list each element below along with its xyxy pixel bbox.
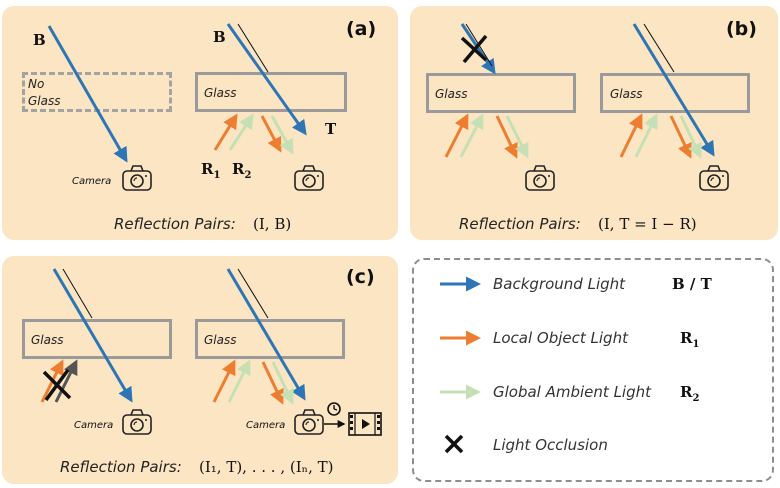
glass-label: Glass: [610, 87, 643, 101]
glass-box: [600, 73, 750, 113]
camera-label: Camera: [72, 176, 112, 187]
formula-b: (I, T = I − R): [598, 215, 697, 233]
glass-box: [426, 73, 576, 113]
camera-label: Camera: [246, 420, 286, 431]
symbol-b: B: [33, 31, 46, 49]
panel-b-label: (b): [726, 18, 757, 40]
panel-a-label: (a): [346, 18, 377, 40]
background-light-arrow: [52, 268, 133, 403]
ambient-light-arrow: [228, 113, 254, 151]
symbol-r2: R2: [232, 160, 252, 181]
glass-label: Glass: [204, 86, 237, 100]
camera-icon: [122, 409, 152, 435]
caption-b: Reflection Pairs:: [459, 215, 581, 233]
legend-box: [412, 258, 774, 482]
glass-label: Glass: [435, 87, 468, 101]
ambient-light-arrow: [270, 115, 294, 155]
timer-icon: [327, 402, 341, 416]
occlusion-cross-icon: [42, 368, 72, 402]
camera-icon: [699, 165, 729, 191]
camera-label: Camera: [74, 420, 114, 431]
ambient-light-arrow: [271, 361, 294, 405]
background-light-arrow: [226, 23, 307, 136]
ambient-light-arrow: [459, 113, 484, 158]
legend-cross-icon: [444, 434, 464, 454]
background-light-arrow: [632, 23, 715, 157]
background-light-arrow: [226, 268, 306, 401]
background-light-arrow: [47, 25, 128, 163]
local-light-arrow: [495, 115, 518, 159]
camera-icon: [294, 165, 324, 191]
local-light-arrow: [212, 359, 236, 403]
video-icon: [348, 412, 382, 436]
local-light-arrow: [261, 361, 284, 405]
legend-label: Global Ambient Light: [493, 383, 651, 401]
no-glass-label: Glass: [28, 94, 61, 108]
caption-c: Reflection Pairs:: [60, 458, 182, 476]
legend-label: Background Light: [493, 275, 626, 293]
panel-a: [2, 6, 398, 240]
no-glass-label: No: [28, 77, 45, 91]
local-light-arrow: [669, 115, 692, 159]
symbol-b: B: [213, 28, 226, 46]
glass-box: [22, 319, 172, 359]
legend-label: Local Object Light: [493, 329, 628, 347]
glass-label: Glass: [31, 333, 64, 347]
panel-c-label: (c): [346, 266, 375, 288]
glass-box: [195, 72, 347, 112]
local-light-arrow: [444, 113, 469, 158]
glass-label: Glass: [204, 333, 237, 347]
ambient-light-arrow: [634, 113, 658, 158]
glass-box: [195, 319, 345, 359]
legend-symbol: R2: [680, 383, 700, 404]
symbol-t: T: [325, 120, 337, 138]
occlusion-cross-icon: [460, 34, 488, 64]
local-light-arrow: [619, 113, 643, 158]
ambient-light-arrow: [505, 115, 529, 159]
occluded-light-arrow: [54, 359, 78, 403]
local-light-arrow: [260, 115, 282, 153]
legend-symbol: B / T: [672, 275, 712, 293]
camera-icon: [294, 409, 324, 435]
ambient-light-arrow: [227, 359, 251, 403]
legend-symbol: R1: [680, 329, 700, 350]
symbol-r1: R1: [201, 160, 221, 181]
formula-a: (I, B): [253, 215, 292, 233]
legend-label: Light Occlusion: [493, 436, 608, 454]
ambient-light-arrow: [679, 115, 702, 159]
formula-c: (I₁, T), . . . , (Iₙ, T): [199, 458, 334, 476]
camera-icon: [525, 165, 555, 191]
camera-icon: [122, 165, 152, 191]
caption-a: Reflection Pairs:: [114, 215, 236, 233]
local-light-arrow: [213, 113, 238, 151]
